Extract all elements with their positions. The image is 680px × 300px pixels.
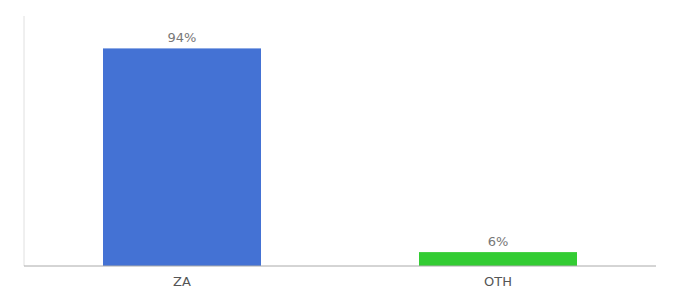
y-axis-line [24, 16, 25, 266]
data-label: 94% [168, 30, 197, 45]
chart: 94% 6% ZA OTH [0, 0, 680, 300]
data-label: 6% [488, 234, 509, 249]
x-tick-label: OTH [484, 274, 512, 289]
x-tick-label: ZA [173, 274, 191, 289]
bar [419, 252, 577, 266]
x-axis-line [24, 266, 656, 267]
bars [103, 48, 577, 266]
chart-container: 94% 6% ZA OTH [0, 0, 680, 300]
bar [103, 48, 261, 266]
